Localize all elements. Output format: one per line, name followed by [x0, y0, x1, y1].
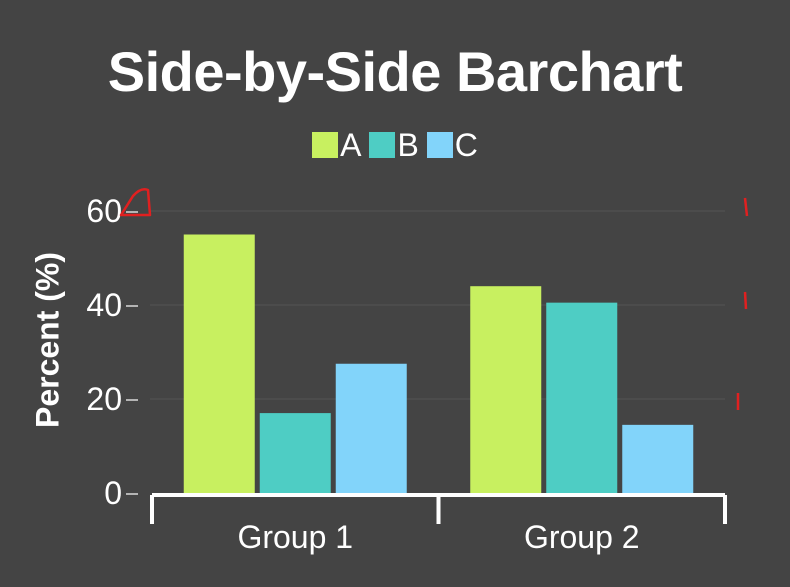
legend-label-b: B: [397, 127, 419, 163]
bar-c-2: [622, 424, 694, 493]
legend-label-c: C: [454, 127, 478, 163]
x-tick-label-1: Group 1: [237, 519, 353, 555]
legend-item-b: B: [369, 127, 419, 163]
bar-a-1: [183, 234, 255, 493]
legend-swatch-a: [312, 132, 339, 158]
bar-b-2: [546, 302, 618, 493]
y-tick-label-0: 0: [104, 475, 122, 511]
annotation-mark-top-left: [119, 188, 152, 217]
chart-legend: A B C: [0, 128, 790, 162]
y-tick-label-20: 20: [86, 381, 122, 417]
legend-item-c: C: [426, 127, 478, 163]
annotation-dash-2: [743, 291, 748, 310]
bar-a-2: [470, 286, 542, 493]
x-tick-label-2: Group 2: [524, 519, 640, 555]
chart-title: Side-by-Side Barchart: [107, 40, 683, 103]
legend-swatch-c: [426, 132, 453, 158]
annotation-dash-1: [743, 197, 749, 217]
legend-label-a: A: [340, 127, 362, 163]
legend-swatch-b: [369, 132, 396, 158]
bar-c-1: [335, 363, 407, 493]
y-tick-label-60: 60: [86, 193, 122, 229]
bar-b-1: [259, 413, 331, 493]
legend-item-a: A: [312, 128, 361, 162]
y-tick-label-40: 40: [86, 287, 122, 323]
